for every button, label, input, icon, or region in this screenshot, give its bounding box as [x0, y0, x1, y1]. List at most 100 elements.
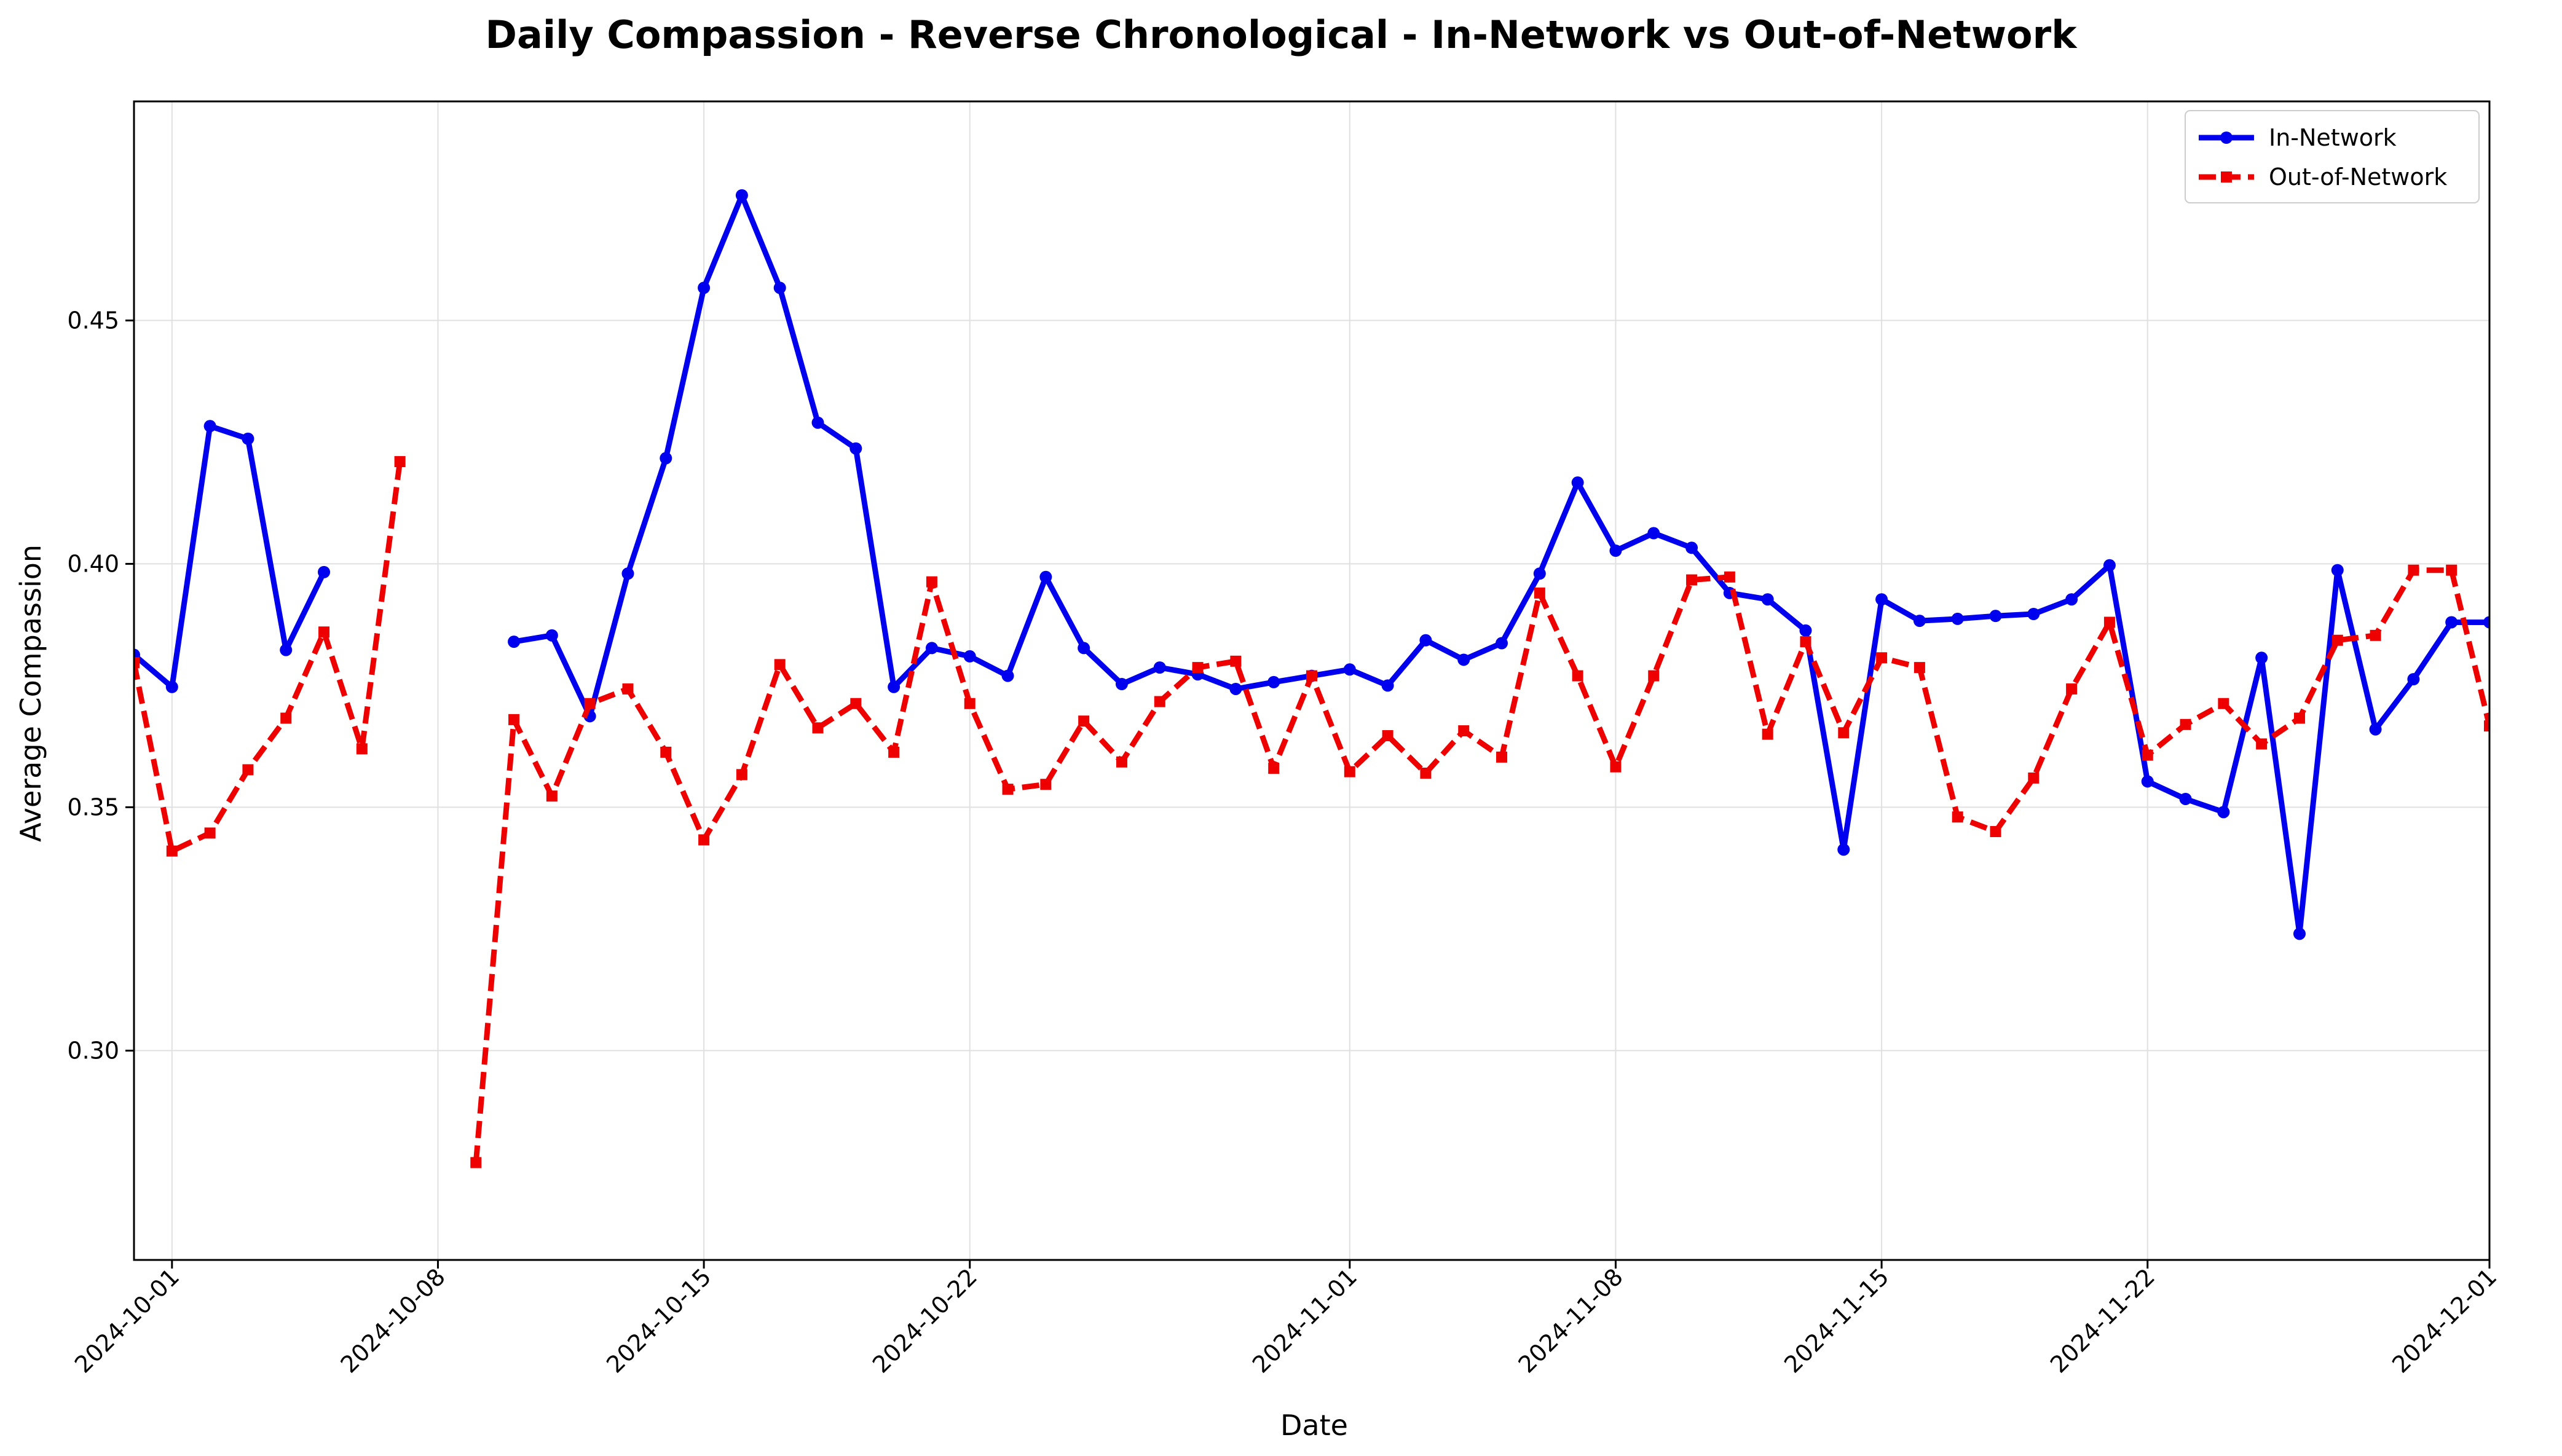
data-point	[1875, 593, 1888, 606]
data-point	[2445, 616, 2458, 629]
data-point	[2065, 593, 2078, 606]
data-point	[622, 683, 634, 695]
data-point	[1572, 670, 1583, 682]
data-point	[1306, 670, 1317, 682]
data-point	[1001, 669, 1014, 682]
legend-label: Out-of-Network	[2269, 163, 2447, 191]
plot-frame	[133, 100, 2491, 1261]
data-point	[1382, 730, 1393, 741]
data-point	[1457, 653, 1470, 666]
data-point	[888, 680, 901, 693]
data-point	[660, 746, 672, 758]
data-point	[774, 659, 786, 671]
data-point	[2293, 712, 2305, 724]
data-point	[660, 452, 672, 465]
data-point	[545, 629, 558, 642]
x-tick-label: 2024-11-15	[1779, 1263, 1894, 1378]
data-point	[2407, 673, 2420, 686]
data-point	[1419, 634, 1432, 647]
x-tick-label: 2024-10-22	[867, 1263, 982, 1378]
data-point	[1876, 652, 1888, 664]
data-point	[2180, 718, 2191, 730]
data-point	[318, 565, 331, 578]
legend-marker	[2221, 171, 2232, 183]
data-point	[1153, 661, 1166, 674]
data-point	[166, 845, 178, 857]
data-point	[508, 714, 520, 725]
data-point	[2293, 927, 2306, 940]
x-tick-label: 2024-12-01	[2387, 1263, 2502, 1378]
data-point	[242, 764, 254, 776]
data-point	[2446, 564, 2458, 576]
legend-box	[2185, 110, 2480, 203]
x-tick-label: 2024-11-01	[1247, 1263, 1362, 1378]
data-point	[242, 432, 254, 445]
data-point	[2484, 720, 2489, 732]
data-point	[2027, 607, 2040, 620]
legend-label: In-Network	[2269, 124, 2397, 151]
data-point	[356, 743, 368, 755]
legend: In-Network Out-of-Network	[2185, 110, 2480, 203]
data-point	[2331, 564, 2344, 576]
series-line	[134, 461, 403, 854]
data-point	[2066, 683, 2078, 695]
y-tick-label: 0.45	[67, 307, 119, 334]
data-point	[134, 657, 140, 669]
data-point	[926, 576, 937, 588]
data-point	[2218, 698, 2229, 709]
series-line	[513, 192, 2489, 937]
data-point	[1116, 756, 1127, 768]
data-point	[204, 827, 216, 839]
x-axis-ticks: 2024-10-01 2024-10-08 2024-10-15 2024-10-22…	[69, 1260, 2502, 1379]
data-point	[470, 1157, 482, 1168]
x-axis-title: Date	[1280, 1409, 1348, 1442]
data-point	[1762, 728, 1773, 740]
x-tick-label: 2024-10-08	[336, 1263, 451, 1378]
data-point	[280, 712, 292, 724]
data-point	[2217, 806, 2230, 819]
series-out-of-network	[134, 456, 2489, 1168]
data-point	[1951, 612, 1964, 625]
data-point	[1686, 574, 1698, 586]
data-point	[1913, 615, 1926, 628]
series-in-network	[134, 189, 2489, 940]
data-point	[1685, 541, 1698, 554]
data-point	[1381, 679, 1394, 692]
data-point	[1002, 784, 1014, 795]
data-point	[1990, 826, 2001, 838]
data-point	[1496, 637, 1508, 650]
data-point	[1799, 624, 1812, 637]
data-point	[1838, 727, 1850, 739]
data-point	[1078, 642, 1090, 655]
data-point	[1610, 761, 1622, 773]
series-line	[473, 567, 2489, 1163]
data-point	[621, 567, 634, 580]
data-point	[2255, 651, 2268, 664]
data-point	[1761, 593, 1774, 606]
data-point	[1609, 545, 1622, 557]
data-point	[888, 746, 900, 758]
data-point	[2179, 792, 2192, 805]
data-point	[584, 698, 596, 709]
y-tick-label: 0.40	[67, 550, 119, 577]
data-point	[1800, 636, 1811, 648]
data-point	[280, 643, 293, 656]
data-point	[2103, 616, 2115, 628]
data-point	[925, 642, 938, 655]
data-point	[203, 420, 216, 433]
data-point	[2370, 629, 2381, 641]
data-point	[2408, 564, 2419, 576]
data-point	[1040, 779, 1052, 790]
data-point	[1192, 662, 1204, 674]
data-point	[2142, 749, 2153, 761]
data-point	[318, 626, 330, 638]
data-point	[2028, 772, 2040, 784]
data-point	[1343, 663, 1356, 676]
data-point	[1496, 751, 1508, 763]
data-point	[394, 456, 406, 468]
data-point	[698, 281, 711, 294]
data-point	[811, 416, 824, 429]
data-point	[1078, 715, 1090, 727]
data-point	[850, 698, 862, 709]
